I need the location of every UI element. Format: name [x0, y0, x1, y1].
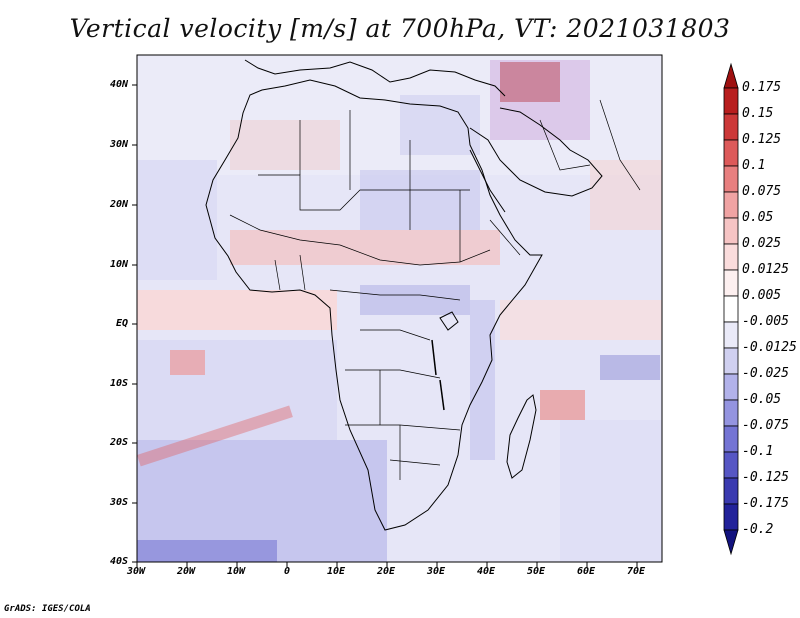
colorbar	[723, 62, 739, 556]
y-tick-label: 10S	[109, 378, 128, 389]
plot-frame	[136, 54, 663, 563]
y-tick-label: 30N	[109, 139, 128, 150]
colorbar-swatch	[723, 243, 739, 271]
y-tick-label: 20S	[109, 437, 128, 448]
colorbar-label: 0.1	[742, 158, 766, 173]
x-tick-label: 20E	[377, 566, 396, 577]
colorbar-swatch	[723, 529, 739, 556]
colorbar-label: 0.05	[742, 210, 774, 225]
map-title: Vertical velocity [m/s] at 700hPa, VT: 2…	[69, 14, 731, 43]
equatorial-atlantic-band	[137, 290, 337, 330]
europe-coastline	[244, 59, 506, 97]
colorbar-swatch	[723, 87, 739, 115]
colorbar-swatch	[723, 113, 739, 141]
x-tick-label: 50E	[527, 566, 546, 577]
y-tick-label: 10N	[109, 259, 128, 270]
y-tick-label: 40S	[109, 556, 128, 567]
colorbar-swatch	[723, 503, 739, 531]
x-tick-label: 0	[284, 566, 291, 577]
colorbar-swatch	[723, 165, 739, 193]
colorbar-label: 0.075	[742, 184, 782, 199]
x-tick-label: 20W	[177, 566, 196, 577]
colorbar-label: 0.125	[742, 132, 782, 147]
colorbar-label: 0.175	[742, 80, 782, 95]
colorbar-swatch	[723, 217, 739, 245]
colorbar-swatch	[723, 295, 739, 323]
country-borders	[229, 99, 641, 480]
grads-credit: GrADS: IGES/COLA	[4, 604, 91, 614]
colorbar-swatch	[723, 373, 739, 401]
colorbar-swatch	[723, 62, 739, 89]
colorbar-swatch	[723, 477, 739, 505]
colorbar-swatch	[723, 399, 739, 427]
colorbar-label: -0.075	[742, 418, 789, 433]
colorbar-swatch	[723, 425, 739, 453]
colorbar-label: 0.005	[742, 288, 782, 303]
colorbar-label: -0.1	[742, 444, 774, 459]
colorbar-swatch	[723, 451, 739, 479]
x-tick-label: 30E	[427, 566, 446, 577]
colorbar-label: -0.025	[742, 366, 789, 381]
colorbar-swatch	[723, 269, 739, 297]
colorbar-label: 0.15	[742, 106, 774, 121]
colorbar-label: 0.0125	[742, 262, 789, 277]
x-tick-label: 40E	[477, 566, 496, 577]
x-tick-label: 70E	[627, 566, 646, 577]
colorbar-label: -0.05	[742, 392, 782, 407]
colorbar-label: -0.0125	[742, 340, 797, 355]
y-tick-label: 20N	[109, 199, 128, 210]
colorbar-swatch	[723, 191, 739, 219]
lake-victoria	[439, 311, 459, 331]
axis-ticks	[132, 84, 638, 567]
africa-coastline	[205, 79, 543, 531]
colorbar-label: -0.005	[742, 314, 789, 329]
y-tick-label: 30S	[109, 497, 128, 508]
y-tick-label: 40N	[109, 79, 128, 90]
colorbar-label: -0.175	[742, 496, 789, 511]
y-tick-label: EQ	[115, 318, 128, 329]
colorbar-swatch	[723, 321, 739, 349]
sahel-red-band	[230, 230, 500, 265]
colorbar-label: 0.025	[742, 236, 782, 251]
x-tick-label: 10E	[327, 566, 346, 577]
x-tick-label: 60E	[577, 566, 596, 577]
colorbar-label: -0.125	[742, 470, 789, 485]
colorbar-swatch	[723, 347, 739, 375]
x-tick-label: 10W	[227, 566, 246, 577]
x-tick-label: 30W	[127, 566, 146, 577]
madagascar-coastline	[506, 394, 537, 479]
velocity-field	[137, 55, 662, 562]
colorbar-swatch	[723, 139, 739, 167]
colorbar-label: -0.2	[742, 522, 774, 537]
